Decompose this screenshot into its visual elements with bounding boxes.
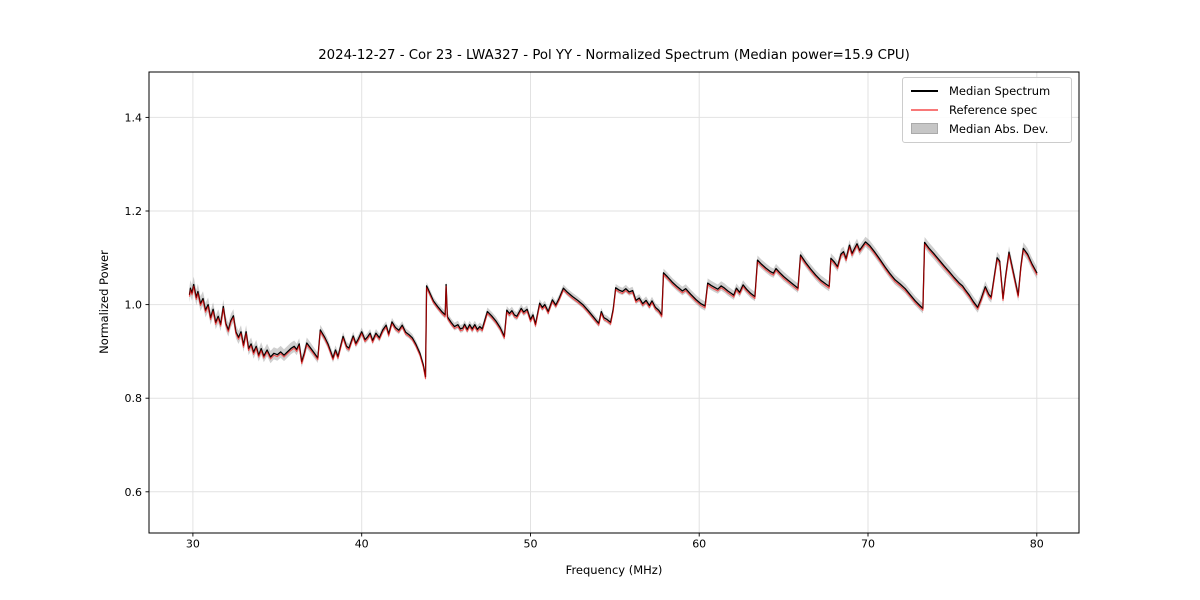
legend-item-median-spectrum: Median Spectrum xyxy=(909,82,1065,101)
x-axis-label: Frequency (MHz) xyxy=(565,563,663,577)
median-spectrum-line xyxy=(188,241,1038,378)
x-tick-label: 30 xyxy=(186,538,200,551)
x-tick-label: 60 xyxy=(692,538,706,551)
x-tick-label: 80 xyxy=(1030,538,1044,551)
legend-label: Median Abs. Dev. xyxy=(949,121,1049,136)
y-axis-label: Normalized Power xyxy=(97,250,111,354)
y-tick-label: 0.6 xyxy=(125,486,143,499)
legend-reference-line-swatch xyxy=(911,109,938,111)
reference-spec-line xyxy=(188,243,1038,380)
y-tick-label: 1.0 xyxy=(125,299,143,312)
legend-label: Median Spectrum xyxy=(949,84,1051,99)
y-tick-label: 1.4 xyxy=(125,111,143,124)
x-tick-label: 50 xyxy=(524,538,538,551)
legend: Median Spectrum Reference spec Median Ab… xyxy=(902,77,1072,143)
y-tick-label: 1.2 xyxy=(125,205,143,218)
legend-band-patch-swatch xyxy=(911,123,938,135)
plot-border xyxy=(148,71,1080,534)
legend-median-line-swatch xyxy=(911,90,938,93)
x-tick-label: 40 xyxy=(355,538,369,551)
legend-label: Reference spec xyxy=(949,103,1038,117)
x-tick-label: 70 xyxy=(861,538,875,551)
legend-item-reference-spec: Reference spec xyxy=(909,101,1065,120)
legend-item-median-abs-dev: Median Abs. Dev. xyxy=(909,119,1065,138)
chart-title: 2024-12-27 - Cor 23 - LWA327 - Pol YY - … xyxy=(318,48,910,63)
y-tick-label: 0.8 xyxy=(125,392,143,405)
